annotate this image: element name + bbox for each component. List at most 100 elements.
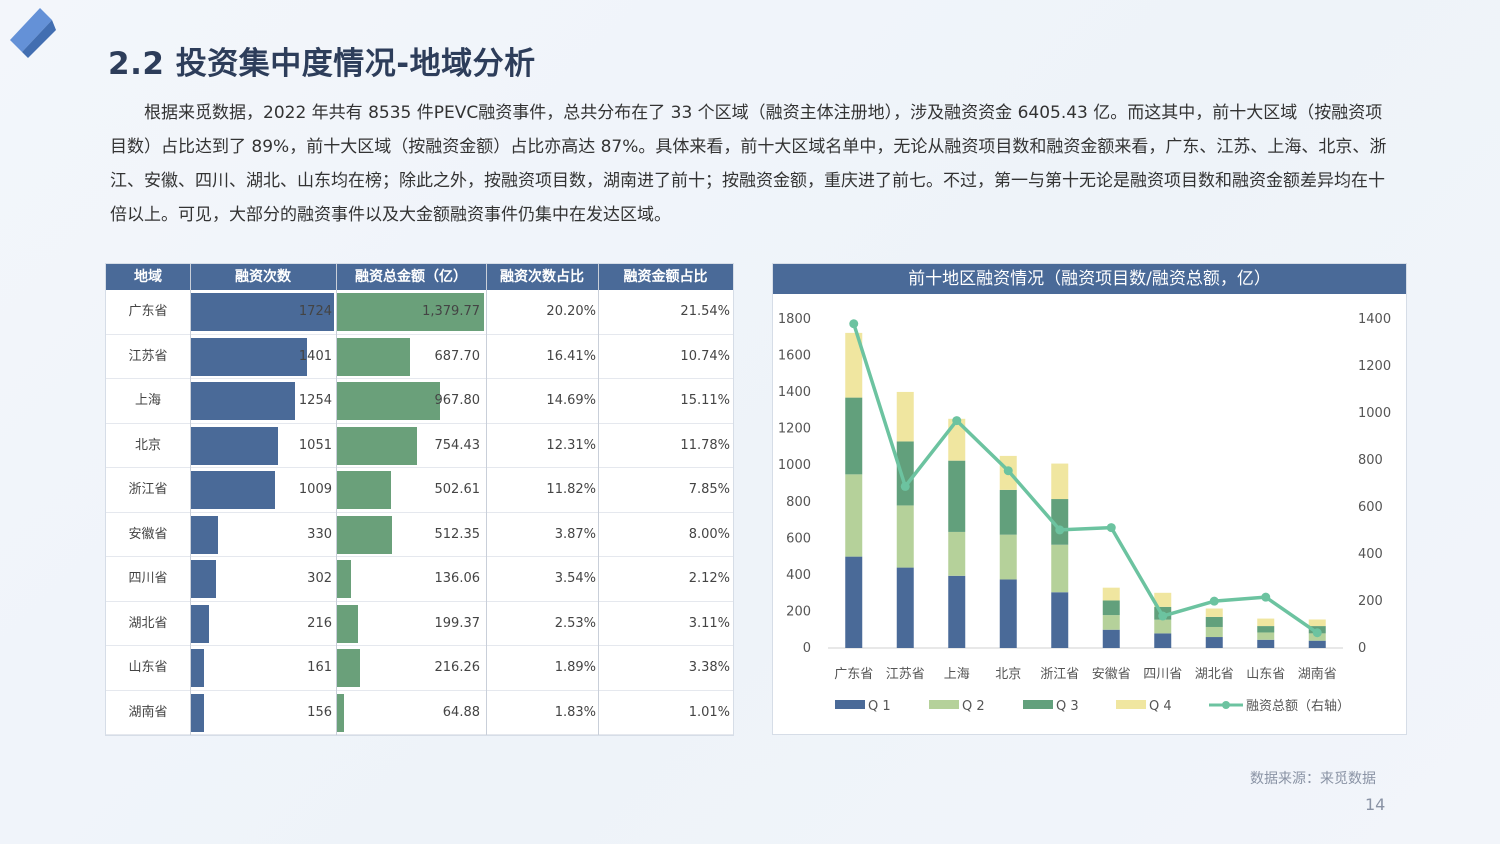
- count-share-cell: 3.54%: [554, 571, 596, 586]
- amount-bar: [337, 382, 441, 420]
- bar-segment-q1: [1257, 639, 1275, 648]
- amount-share-cell: 2.12%: [688, 571, 730, 586]
- left-axis-tick-label: 200: [786, 604, 811, 619]
- corner-decoration: [10, 8, 56, 58]
- bar-segment-q1: [1051, 592, 1069, 648]
- count-share-cell: 1.83%: [554, 704, 596, 720]
- column-divider: [336, 264, 337, 735]
- amount-cell: 199.37: [434, 615, 481, 631]
- count-cell: 1051: [298, 437, 332, 453]
- bar-segment-q4: [845, 332, 863, 398]
- bar-segment-q1: [1205, 637, 1223, 648]
- region-cell: 浙江省: [128, 482, 168, 497]
- table-row: 四川省 302 136.06 3.54% 2.12%: [106, 557, 733, 602]
- left-axis-tick-label: 1000: [778, 458, 811, 473]
- count-bar: [191, 560, 217, 598]
- total-amount-point: [900, 481, 910, 491]
- count-cell: 330: [307, 526, 332, 542]
- count-share-cell: 14.69%: [546, 393, 596, 408]
- amount-cell: 216.26: [434, 660, 481, 675]
- x-axis-tick-label: 江苏省: [886, 666, 925, 682]
- count-cell: 1401: [298, 348, 332, 364]
- count-cell: 1009: [298, 482, 332, 497]
- table-header: 地域 融资次数 融资总金额（亿） 融资次数占比 融资金额占比: [106, 264, 733, 290]
- count-cell: 216: [307, 615, 332, 631]
- page-title: 2.2 投资集中度情况-地域分析: [108, 46, 536, 82]
- column-divider: [486, 264, 487, 735]
- count-bar: [191, 382, 295, 420]
- amount-share-cell: 8.00%: [688, 526, 730, 542]
- bar-segment-q1: [1308, 640, 1326, 648]
- bar-segment-q3: [948, 460, 966, 532]
- count-share-cell: 12.31%: [546, 437, 596, 453]
- right-axis-tick-label: 200: [1358, 594, 1383, 609]
- right-axis-tick-label: 0: [1358, 641, 1366, 656]
- bar-segment-q4: [896, 391, 914, 442]
- count-bar: [191, 693, 204, 732]
- left-axis-tick-label: 1400: [778, 385, 811, 400]
- x-axis-tick-label: 广东省: [834, 667, 873, 682]
- left-axis-tick-label: 600: [786, 531, 811, 546]
- amount-bar: [337, 604, 359, 643]
- amount-cell: 967.80: [434, 393, 481, 408]
- table-row: 江苏省 1401 687.70 16.41% 10.74%: [106, 335, 733, 379]
- bar-segment-q3: [1102, 600, 1120, 616]
- count-cell: 156: [307, 704, 332, 720]
- region-cell: 四川省: [128, 571, 168, 586]
- region-financing-table: 地域 融资次数 融资总金额（亿） 融资次数占比 融资金额占比 广东省 1724 1,…: [105, 263, 734, 736]
- column-divider: [190, 264, 191, 735]
- count-share-cell: 20.20%: [546, 304, 596, 319]
- legend-label: 融资总额（右轴）: [1246, 699, 1350, 714]
- amount-cell: 136.06: [434, 571, 481, 586]
- region-cell: 湖南省: [128, 704, 168, 720]
- amount-cell: 512.35: [434, 526, 481, 542]
- amount-cell: 64.88: [442, 704, 480, 720]
- count-cell: 1724: [298, 304, 332, 319]
- amount-bar: [337, 560, 352, 598]
- amount-share-cell: 10.74%: [680, 348, 730, 364]
- legend-label: Q 1: [868, 699, 891, 714]
- left-axis-tick-label: 1200: [778, 422, 811, 437]
- total-amount-line: [852, 323, 1319, 635]
- table-row: 湖南省 156 64.88 1.83% 1.01%: [106, 691, 733, 735]
- bar-segment-q4: [1102, 587, 1120, 601]
- x-axis-tick-label: 湖南省: [1298, 666, 1337, 682]
- data-source: 数据来源：来觅数据: [1250, 771, 1376, 787]
- x-axis-tick-label: 湖北省: [1195, 667, 1234, 682]
- count-cell: 161: [307, 660, 332, 675]
- total-amount-point: [1209, 596, 1219, 606]
- bar-segment-q4: [1308, 619, 1326, 627]
- total-amount-point: [952, 416, 962, 426]
- header-count-share: 融资次数占比: [500, 269, 584, 285]
- amount-bar: [337, 426, 418, 465]
- legend-label: Q 2: [962, 699, 985, 714]
- left-axis-tick-label: 0: [803, 641, 811, 656]
- amount-cell: 1,379.77: [422, 304, 480, 319]
- bar-segment-q1: [1154, 633, 1172, 648]
- header-region: 地域: [134, 269, 162, 285]
- bar-segment-q2: [1051, 544, 1069, 593]
- legend-line-marker: [1222, 701, 1230, 709]
- bar-segment-q3: [1205, 616, 1223, 627]
- count-bar: [191, 471, 275, 509]
- x-axis-tick-label: 北京: [995, 667, 1021, 682]
- bar-segment-q4: [1205, 608, 1223, 617]
- count-share-cell: 1.89%: [554, 660, 596, 675]
- table-row: 湖北省 216 199.37 2.53% 3.11%: [106, 602, 733, 646]
- legend-label: Q 3: [1056, 699, 1079, 714]
- left-axis-tick-label: 800: [786, 495, 811, 510]
- x-axis-tick-label: 浙江省: [1040, 667, 1079, 682]
- bar-segment-q2: [1205, 626, 1223, 638]
- bar-segment-q2: [896, 505, 914, 568]
- legend-label: Q 4: [1149, 699, 1172, 714]
- bar-segment-q1: [1102, 629, 1120, 648]
- legend-swatch: [929, 700, 959, 709]
- right-axis-tick-label: 1200: [1358, 359, 1391, 374]
- table-row: 北京 1051 754.43 12.31% 11.78%: [106, 424, 733, 468]
- total-amount-point: [1158, 611, 1168, 621]
- header-count: 融资次数: [235, 269, 291, 285]
- region-cell: 上海: [134, 393, 161, 408]
- count-share-cell: 2.53%: [554, 615, 596, 631]
- amount-bar: [337, 515, 392, 554]
- table-row: 山东省 161 216.26 1.89% 3.38%: [106, 646, 733, 691]
